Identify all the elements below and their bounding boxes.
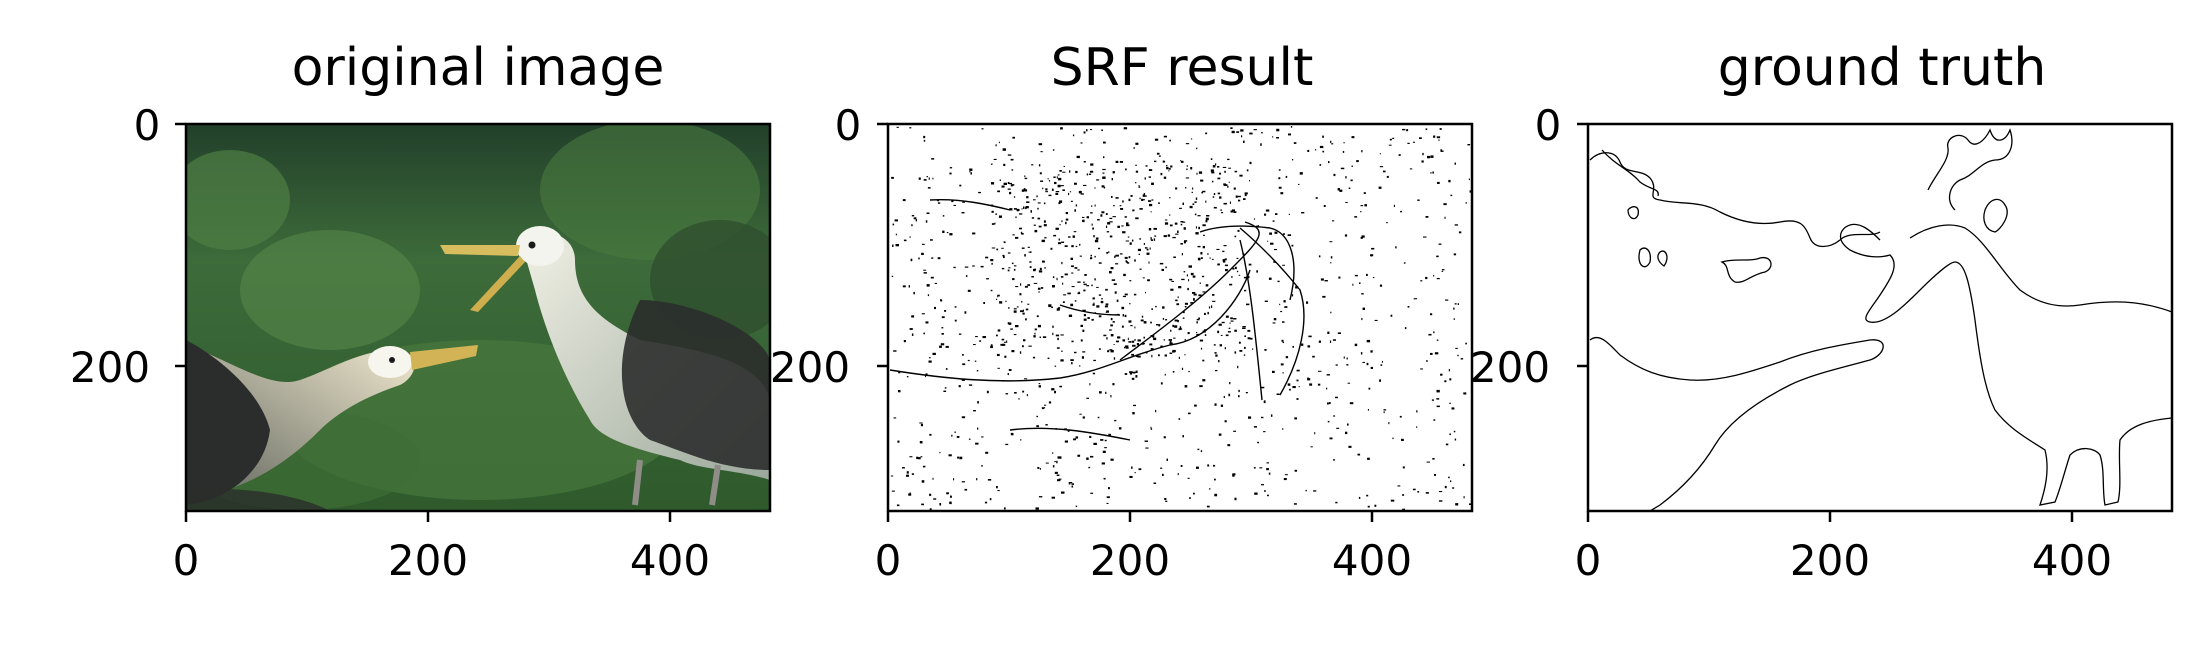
photo — [186, 124, 770, 511]
x-tick-label: 400 — [1332, 536, 1412, 585]
x-tick-label: 200 — [1090, 536, 1170, 585]
axes-frame — [1586, 122, 2174, 513]
x-axis-ticks — [886, 511, 1374, 522]
panel-ground-truth: ground truth 0 200 — [1470, 38, 2174, 585]
x-axis-ticks — [1586, 511, 2074, 522]
panel-title: ground truth — [1718, 38, 2047, 98]
edge-strokes — [889, 198, 1305, 441]
x-tick-label: 400 — [630, 536, 710, 585]
x-tick-label: 0 — [1575, 536, 1602, 585]
panel-title: original image — [292, 38, 665, 98]
x-tick-label: 0 — [875, 536, 902, 585]
x-axis-ticks — [184, 511, 672, 522]
y-tick-label: 0 — [134, 101, 161, 150]
y-axis-ticks — [877, 122, 888, 368]
y-tick-label: 200 — [1470, 343, 1550, 392]
y-tick-label: 0 — [1535, 101, 1562, 150]
y-tick-label: 0 — [835, 101, 862, 150]
panel-original-image: original image — [70, 38, 772, 585]
y-tick-label: 200 — [70, 343, 150, 392]
y-tick-label: 200 — [770, 343, 850, 392]
x-tick-label: 200 — [388, 536, 468, 585]
y-axis-ticks — [1577, 122, 1588, 368]
x-tick-label: 0 — [173, 536, 200, 585]
panel-title: SRF result — [1051, 38, 1314, 98]
axes-frame — [184, 122, 772, 513]
contour-lines — [1589, 128, 2173, 512]
y-axis-ticks — [175, 122, 186, 368]
axes-frame — [886, 122, 1474, 513]
x-tick-label: 200 — [1790, 536, 1870, 585]
x-tick-label: 400 — [2032, 536, 2112, 585]
panel-srf-result: SRF result 0 200 0 200 400 — [770, 38, 1474, 585]
